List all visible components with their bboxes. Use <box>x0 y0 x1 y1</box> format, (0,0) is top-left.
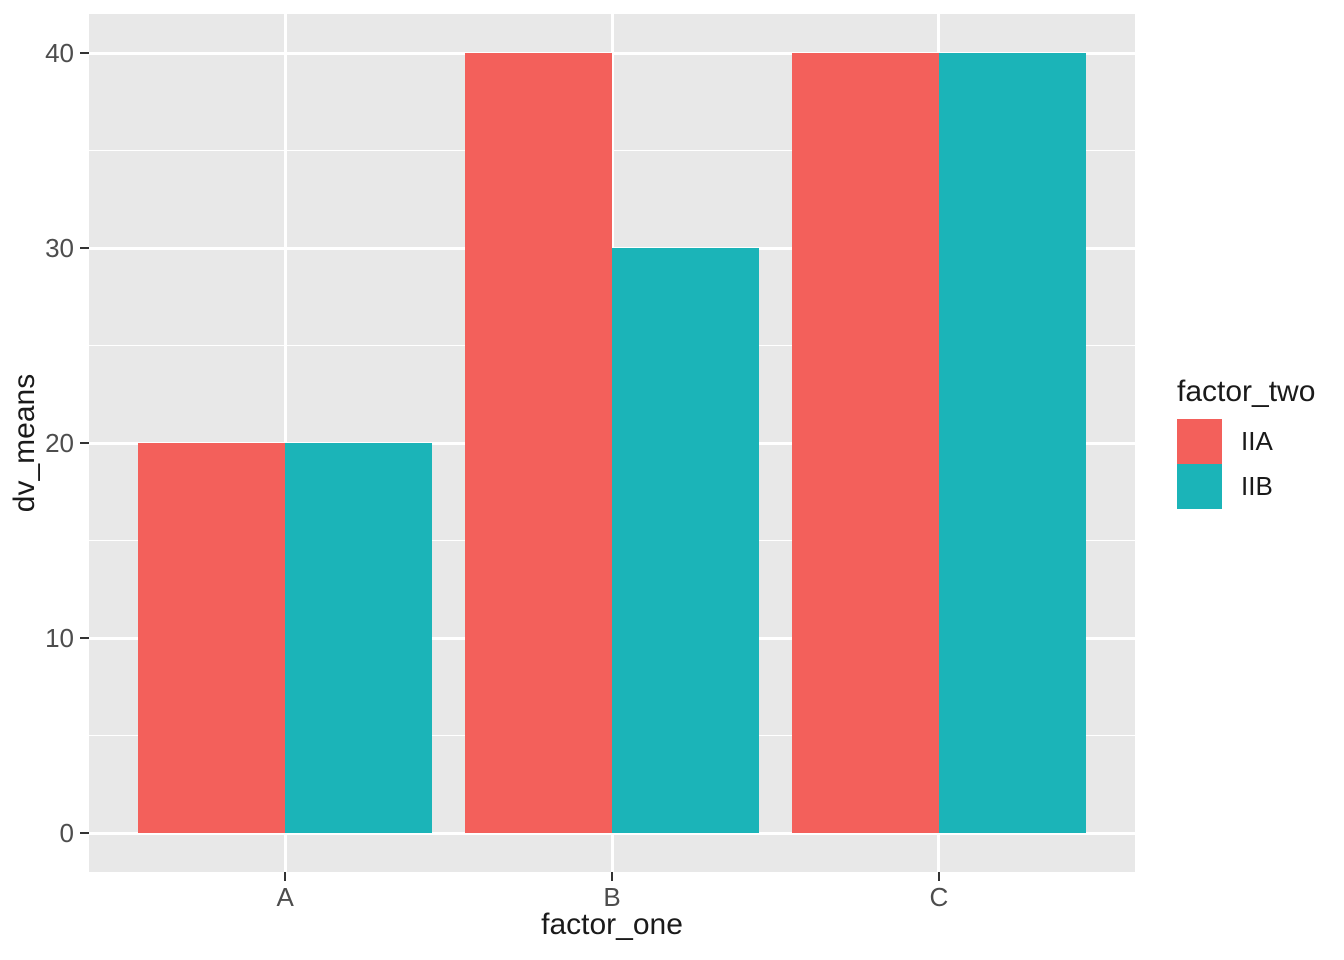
bar-C-IIA <box>791 53 939 833</box>
bar-A-IIA <box>138 443 286 833</box>
y-tick-mark-0 <box>80 831 89 835</box>
y-tick-label-20: 20 <box>45 428 74 458</box>
legend: factor_two IIA IIB <box>1177 374 1315 509</box>
legend-label-IIA: IIA <box>1241 426 1273 456</box>
bar-A-IIB <box>285 443 433 833</box>
y-tick-label-30: 30 <box>45 233 74 263</box>
x-tick-mark-A <box>283 872 287 881</box>
legend-entry-IIA: IIA <box>1177 419 1315 464</box>
legend-keys: IIA IIB <box>1177 419 1315 509</box>
legend-swatch-IIA <box>1177 419 1222 464</box>
x-tick-label-B: B <box>603 882 621 912</box>
x-tick-label-C: C <box>929 882 949 912</box>
legend-title: factor_two <box>1177 375 1316 408</box>
legend-label-IIB: IIB <box>1241 471 1273 501</box>
bar-B-IIB <box>612 248 760 833</box>
x-tick-label-A: A <box>276 882 294 912</box>
y-tick-label-40: 40 <box>45 38 74 68</box>
bar-B-IIA <box>464 53 612 833</box>
y-tick-label-10: 10 <box>45 623 74 653</box>
x-tick-mark-C <box>937 872 941 881</box>
legend-swatch-IIB <box>1177 464 1222 509</box>
x-axis-title: factor_one <box>541 908 683 941</box>
bar-C-IIB <box>938 53 1086 833</box>
y-tick-mark-40 <box>80 51 89 55</box>
y-tick-mark-30 <box>80 246 89 250</box>
y-tick-mark-10 <box>80 636 89 640</box>
x-tick-mark-B <box>610 872 614 881</box>
y-tick-label-0: 0 <box>59 818 74 848</box>
legend-entry-IIB: IIB <box>1177 464 1315 509</box>
y-tick-mark-20 <box>80 441 89 445</box>
plot-panel <box>89 14 1135 872</box>
